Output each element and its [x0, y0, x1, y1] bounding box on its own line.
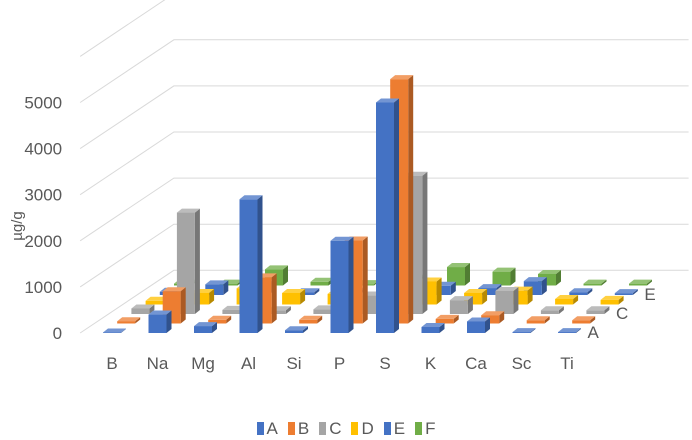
y-tick-label: 0 [53, 324, 62, 343]
bar-F-Al [310, 277, 334, 286]
bar-E-Na [205, 280, 229, 295]
bar-C-B [131, 304, 155, 314]
bar-A-Mg [194, 322, 217, 333]
bar-C-Ca [495, 286, 519, 314]
x-category-label: Sc [512, 354, 532, 373]
bar-A-S [376, 98, 399, 333]
bar-B-Ti [572, 316, 596, 324]
legend-swatch [383, 421, 391, 435]
x-category-label: Na [147, 354, 169, 373]
y-tick-label: 5000 [24, 94, 62, 113]
bar-F-Ca [538, 269, 561, 286]
bar-B-Mg [208, 315, 232, 324]
legend-item: D [351, 418, 374, 439]
bar-B-B [117, 317, 141, 324]
y-axis-ticks: 0 1000 2000 3000 4000 5000 [24, 94, 62, 344]
legend-swatch [351, 421, 359, 435]
gridline [79, 177, 689, 242]
x-category-label: Mg [191, 354, 215, 373]
x-category-label: K [425, 354, 437, 373]
depth-axis-label: E [644, 285, 655, 304]
legend-label: B [297, 418, 310, 438]
legend-item: B [287, 418, 310, 439]
gridline [79, 85, 689, 150]
bar-C-K [449, 296, 473, 314]
y-tick-label: 2000 [24, 232, 62, 251]
gridline [79, 0, 166, 57]
bar-C-Ti [586, 306, 610, 314]
legend-swatch [319, 421, 327, 435]
legend-swatch [256, 421, 264, 435]
x-category-label: B [106, 354, 117, 373]
legend-label: C [329, 418, 342, 438]
chart-bars [103, 75, 652, 333]
x-axis-categories: B Na Mg Al Si P S K Ca Sc Ti [106, 354, 573, 373]
bar-F-Ti [629, 279, 652, 286]
chart-gridlines [79, 0, 689, 334]
x-category-label: Ti [560, 354, 574, 373]
bar-A-K [421, 323, 445, 333]
bar-A-Si [285, 326, 308, 333]
legend-label: E [393, 418, 406, 438]
y-tick-label: 4000 [24, 140, 62, 159]
legend-item: C [319, 419, 341, 439]
legend-item: E [383, 418, 406, 439]
legend-label: A [266, 418, 278, 438]
bar-B-Ca [481, 311, 505, 324]
gridline [79, 223, 689, 288]
bar-A-Al [239, 195, 263, 333]
bar-D-Sc [555, 294, 579, 305]
y-axis-label: µg/g [9, 211, 26, 241]
bar-E-Ca [523, 277, 547, 295]
bar-A-Na [148, 310, 172, 333]
gridline [79, 131, 689, 196]
y-tick-label: 1000 [24, 278, 62, 297]
bar-F-S [447, 263, 470, 286]
bar-C-Sc [540, 306, 564, 314]
depth-axis-label: C [616, 304, 628, 323]
depth-axis-labels: ACE [588, 285, 656, 342]
bar-A-Sc [512, 328, 536, 333]
bar-A-P [330, 236, 354, 333]
y-tick-label: 3000 [24, 186, 62, 205]
depth-axis-label: A [588, 323, 600, 342]
gridline [79, 39, 689, 103]
legend-label: F [425, 418, 436, 438]
legend-item: F [415, 419, 435, 439]
x-category-label: P [334, 354, 345, 373]
bar-B-K [435, 314, 459, 324]
legend-item: A [256, 418, 278, 439]
x-category-label: Al [241, 354, 256, 373]
bar-A-B [103, 328, 126, 333]
x-category-label: Ca [465, 354, 487, 373]
bar-B-Si [299, 315, 323, 324]
bar-B-Sc [526, 316, 550, 324]
bar-D-Ti [600, 295, 624, 305]
legend-swatch [415, 421, 423, 435]
gridline [79, 269, 689, 334]
legend-label: D [361, 418, 374, 438]
bar-D-K [464, 288, 488, 305]
bar-E-Ti [614, 289, 638, 295]
bar-E-Sc [569, 288, 593, 295]
bar-D-Al [282, 288, 306, 305]
bar-F-Sc [583, 279, 607, 286]
bar-F-K [492, 267, 516, 286]
bar-A-Ti [558, 328, 581, 333]
x-category-label: Si [286, 354, 301, 373]
legend-swatch [287, 421, 295, 435]
bar-A-Ca [467, 317, 490, 333]
x-category-label: S [379, 354, 390, 373]
